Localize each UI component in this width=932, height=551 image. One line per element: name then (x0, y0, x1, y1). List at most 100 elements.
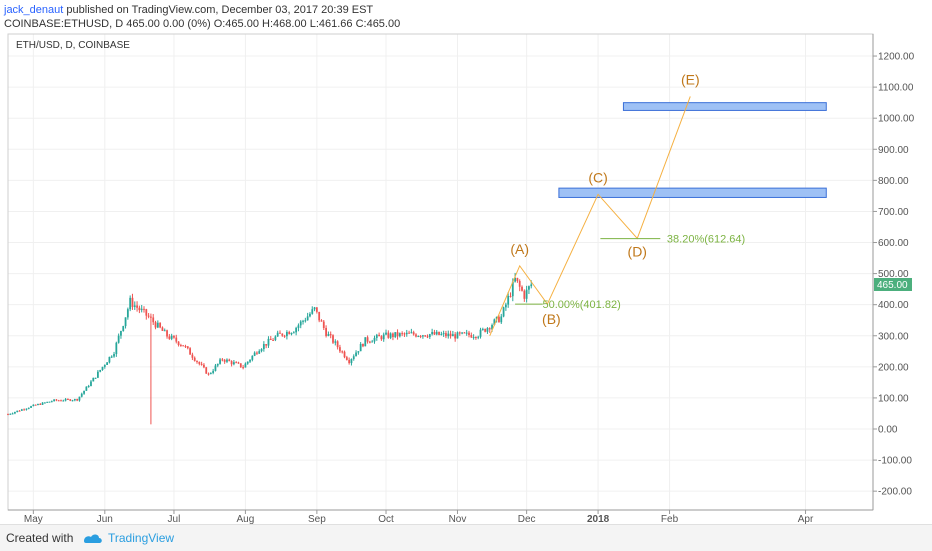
wave-label: (E) (681, 71, 700, 87)
candle-body (419, 335, 422, 337)
price-badge: 465.00 (877, 280, 908, 291)
candle-body (461, 332, 463, 334)
wave-label: (B) (542, 311, 561, 327)
candle-body (366, 337, 369, 342)
candle-body (163, 330, 166, 332)
candle-body (184, 346, 187, 348)
footer: Created with TradingView (0, 524, 932, 551)
candle-body (343, 351, 346, 358)
price-axis: 1200.00 1100.00 1000.00 900.00 800.00 700.00 6… (872, 34, 915, 510)
candle-body (154, 322, 157, 328)
candle-body (34, 404, 37, 406)
candle-body (262, 344, 265, 350)
candle-body (62, 400, 65, 402)
candle-body (509, 295, 512, 297)
candle-body (71, 400, 74, 402)
publish-line: jack_denaut published on TradingView.com… (4, 3, 924, 17)
y-tick-label: 700.00 (878, 207, 909, 218)
candle-body (115, 342, 118, 355)
ohlc-line: COINBASE:ETHUSD, D 465.00 0.00 (0%) O:46… (4, 18, 401, 30)
candle-body (32, 404, 35, 407)
candle-body (332, 335, 334, 343)
candle-body (198, 361, 201, 364)
candle-body (424, 335, 427, 337)
candle-body (191, 354, 194, 358)
candle-body (297, 325, 300, 328)
candle-body (320, 320, 323, 322)
candle-body (152, 317, 155, 323)
candle-body (258, 351, 261, 354)
candle-body (73, 399, 76, 401)
candle-body (507, 295, 510, 305)
candle-body (156, 322, 159, 328)
candle-body (267, 338, 270, 346)
candle-body (207, 373, 210, 375)
candle-body (16, 410, 19, 412)
candle-body (251, 355, 254, 360)
y-tick-label: 600.00 (878, 238, 909, 249)
candle-body (269, 338, 272, 340)
candle-body (435, 331, 438, 335)
candle-body (203, 364, 205, 368)
candle-body (196, 360, 198, 362)
y-tick-label: 300.00 (878, 331, 909, 342)
y-tick-label: 200.00 (878, 362, 909, 373)
candle-body (339, 347, 341, 352)
candle-body (170, 335, 173, 339)
time-axis: May Jun Jul Aug Sep Oct Nov Dec 2018 Feb Apr (8, 509, 873, 525)
candle-body (403, 333, 406, 335)
author-link[interactable]: jack_denaut (4, 4, 64, 16)
candle-body (64, 398, 67, 401)
candle-body (309, 313, 311, 317)
y-tick-label: 400.00 (878, 300, 909, 311)
symbol-label: ETH/USD, D, COINBASE (16, 40, 130, 51)
candle-body (279, 332, 281, 334)
candle-body (78, 396, 81, 401)
candle-body (23, 409, 26, 411)
candle-body (20, 409, 23, 411)
candle-body (438, 331, 440, 335)
candle-body (468, 332, 470, 336)
target-zone[interactable] (622, 102, 827, 111)
chart-grid (8, 34, 873, 510)
candle-body (92, 377, 95, 382)
candle-body (422, 335, 424, 337)
candle-body (39, 403, 42, 405)
candle-body (283, 335, 286, 337)
candle-body (470, 335, 473, 338)
tradingview-brand[interactable]: TradingView (108, 531, 175, 545)
candle-body (491, 325, 493, 330)
candle-body (60, 400, 62, 402)
candle-body (463, 332, 466, 334)
candle-body (110, 356, 113, 358)
candle-body (454, 334, 457, 339)
candle-body (50, 401, 53, 403)
candle-body (315, 307, 318, 312)
candle-body (484, 328, 487, 332)
candle-body (131, 297, 134, 307)
candle-body (25, 408, 28, 410)
candle-body (502, 307, 505, 317)
candle-body (387, 332, 390, 338)
candle-body (37, 403, 39, 406)
candle-body (274, 336, 277, 341)
candle-body (375, 334, 378, 338)
price-badge-group: 465.00 (874, 278, 912, 291)
candle-body (205, 367, 208, 374)
candle-body (87, 386, 90, 388)
candle-body (256, 352, 258, 354)
target-zone[interactable] (558, 187, 827, 198)
candle-body (465, 332, 468, 334)
y-tick-label: 900.00 (878, 145, 909, 156)
wave-label: (D) (628, 243, 647, 259)
candle-body (486, 328, 489, 332)
candle-body (147, 315, 150, 317)
candle-body (80, 393, 83, 397)
candle-body (392, 333, 394, 338)
candles (7, 272, 533, 425)
wave-path[interactable] (489, 96, 691, 336)
candle-body (288, 331, 291, 335)
candle-body (83, 390, 85, 394)
candle-body (364, 337, 367, 347)
